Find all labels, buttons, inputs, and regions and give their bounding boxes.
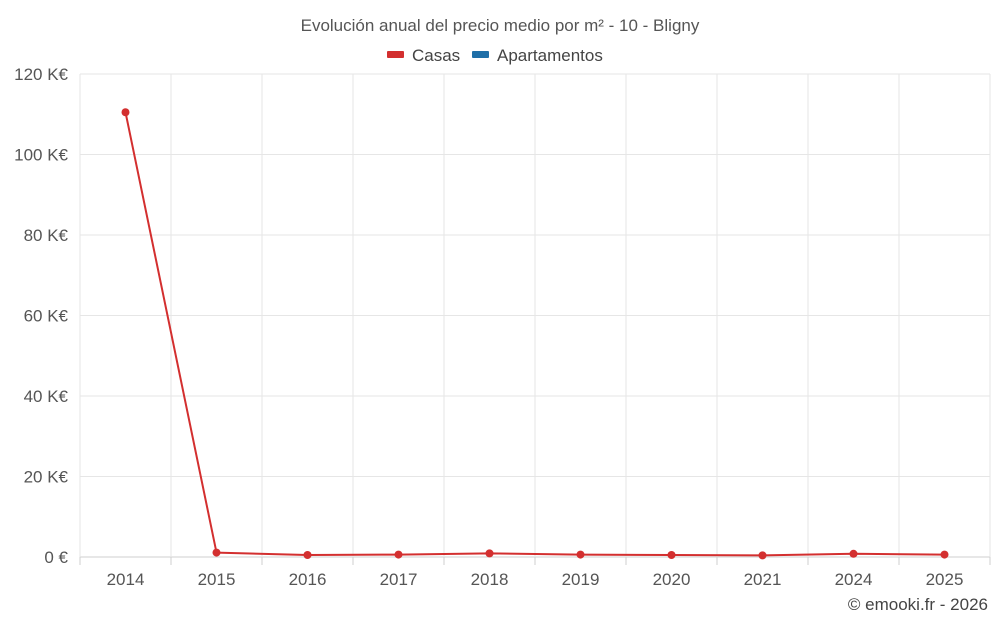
x-axis-ticks: 2014 2015 2016 2017 2018 2019 2020 2021 2024 2025	[79, 557, 991, 589]
legend: Casas Apartamentos	[387, 46, 603, 65]
x-tick-label: 2021	[744, 570, 782, 589]
x-tick-label: 2019	[562, 570, 600, 589]
series-line	[124, 112, 945, 557]
y-tick-label: 20 K€	[24, 468, 69, 487]
x-tick-label: 2020	[653, 570, 691, 589]
credit-text[interactable]: © emooki.fr - 2026	[848, 595, 988, 614]
y-tick-label: 40 K€	[24, 387, 69, 406]
y-axis-ticks: 0 € 20 K€ 40 K€ 60 K€ 80 K€ 100 K€ 120 K€	[14, 65, 68, 567]
legend-swatch-apartamentos	[472, 51, 489, 58]
grid	[79, 73, 991, 558]
data-point[interactable]	[121, 108, 130, 117]
data-point[interactable]	[394, 550, 403, 559]
series-casas	[121, 108, 949, 560]
data-point[interactable]	[576, 550, 585, 559]
legend-item-casas[interactable]: Casas	[387, 46, 460, 65]
y-tick-label: 0 €	[44, 548, 68, 567]
x-tick-label: 2024	[835, 570, 873, 589]
x-tick-label: 2018	[471, 570, 509, 589]
data-point[interactable]	[212, 548, 221, 557]
y-tick-label: 100 K€	[14, 146, 68, 165]
x-tick-label: 2017	[380, 570, 418, 589]
y-tick-label: 60 K€	[24, 307, 69, 326]
chart-title: Evolución anual del precio medio por m² …	[301, 16, 700, 35]
legend-label-casas: Casas	[412, 46, 460, 65]
legend-item-apartamentos[interactable]: Apartamentos	[472, 46, 603, 65]
data-point[interactable]	[303, 550, 312, 559]
y-tick-label: 120 K€	[14, 65, 68, 84]
x-tick-label: 2015	[198, 570, 236, 589]
x-tick-label: 2016	[289, 570, 327, 589]
data-point[interactable]	[667, 550, 676, 559]
legend-swatch-casas	[387, 51, 404, 58]
data-point[interactable]	[940, 550, 949, 559]
x-tick-label: 2014	[107, 570, 145, 589]
legend-label-apartamentos: Apartamentos	[497, 46, 603, 65]
x-tick-label: 2025	[926, 570, 964, 589]
data-point[interactable]	[849, 549, 858, 558]
data-point[interactable]	[485, 549, 494, 558]
y-tick-label: 80 K€	[24, 226, 69, 245]
data-point[interactable]	[758, 551, 767, 560]
